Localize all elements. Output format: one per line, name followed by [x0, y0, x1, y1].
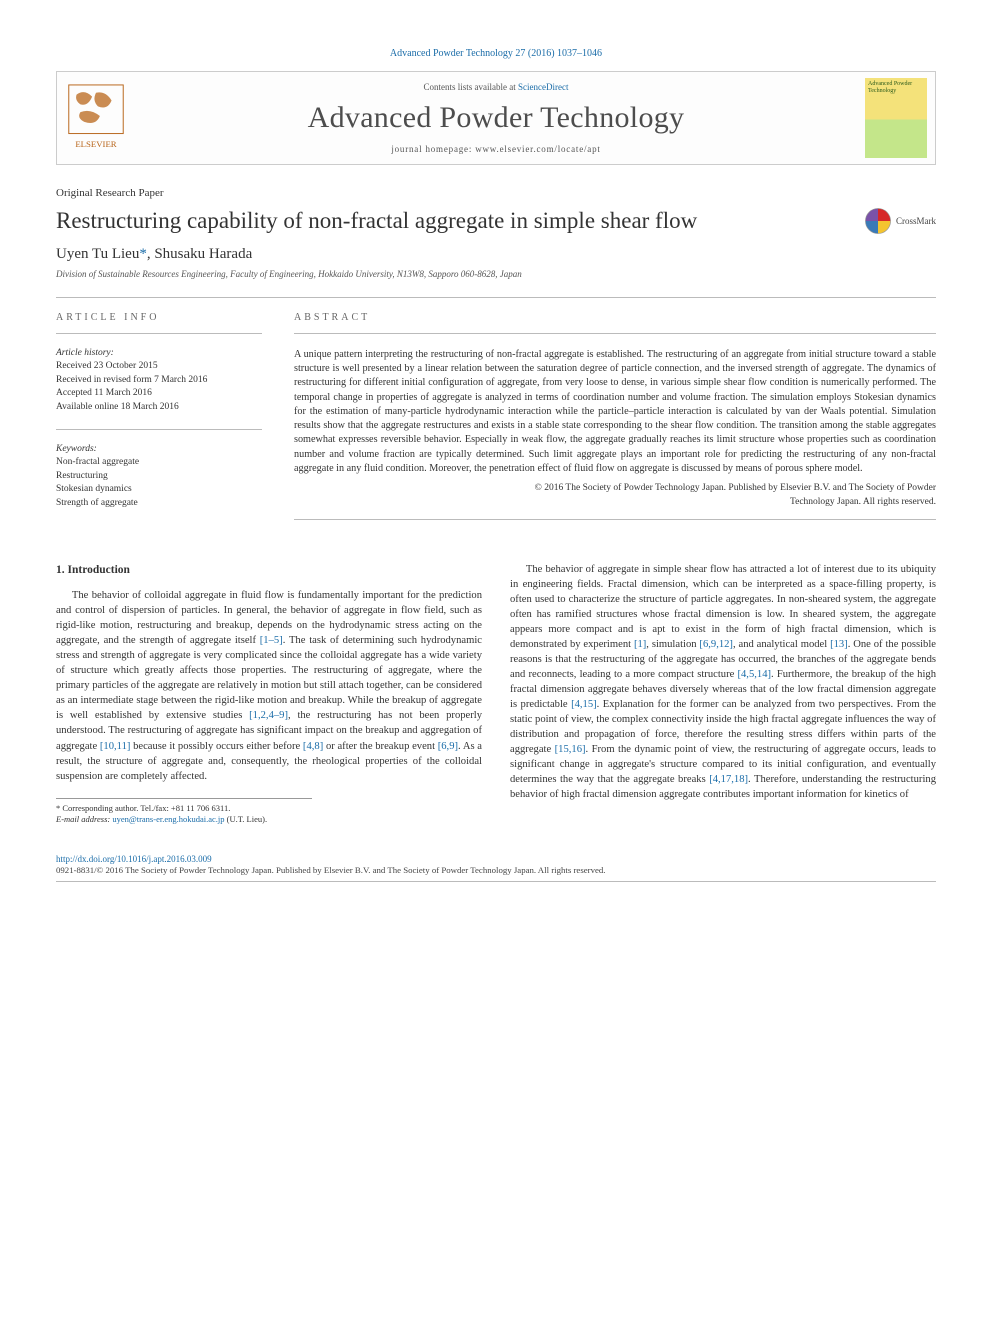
ref-link[interactable]: [6,9]: [438, 741, 458, 752]
journal-homepage: journal homepage: www.elsevier.com/locat…: [143, 144, 849, 154]
section-heading: 1. Introduction: [56, 562, 482, 578]
copyright: © 2016 The Society of Powder Technology …: [294, 482, 936, 509]
ref-link[interactable]: [1–5]: [260, 635, 283, 646]
article-title: Restructuring capability of non-fractal …: [56, 207, 864, 236]
svg-text:ELSEVIER: ELSEVIER: [75, 139, 116, 149]
keyword: Stokesian dynamics: [56, 483, 262, 497]
journal-name: Advanced Powder Technology: [143, 101, 849, 135]
citation-line: Advanced Powder Technology 27 (2016) 103…: [56, 48, 936, 59]
paper-type: Original Research Paper: [56, 187, 936, 199]
abstract-text: A unique pattern interpreting the restru…: [294, 348, 936, 477]
keyword: Non-fractal aggregate: [56, 456, 262, 470]
affiliation: Division of Sustainable Resources Engine…: [56, 269, 936, 279]
history-received: Received 23 October 2015: [56, 360, 262, 374]
doi-link[interactable]: http://dx.doi.org/10.1016/j.apt.2016.03.…: [56, 854, 936, 864]
info-label: ARTICLE INFO: [56, 312, 262, 323]
divider: [56, 881, 936, 882]
sciencedirect-link[interactable]: ScienceDirect: [518, 82, 568, 92]
body-paragraph: The behavior of colloidal aggregate in f…: [56, 588, 482, 783]
abstract: ABSTRACT A unique pattern interpreting t…: [294, 312, 936, 534]
history-accepted: Accepted 11 March 2016: [56, 387, 262, 401]
journal-header: ELSEVIER Contents lists available at Sci…: [56, 71, 936, 165]
ref-link[interactable]: [10,11]: [100, 741, 131, 752]
corresponding-mark: *: [139, 246, 147, 262]
body-paragraph: The behavior of aggregate in simple shea…: [510, 562, 936, 803]
ref-link[interactable]: [1]: [634, 639, 646, 650]
email-line: E-mail address: uyen@trans-er.eng.hokuda…: [56, 814, 312, 825]
history-online: Available online 18 March 2016: [56, 401, 262, 415]
ref-link[interactable]: [4,15]: [571, 699, 597, 710]
authors: Uyen Tu Lieu*, Shusaku Harada: [56, 246, 936, 263]
history-label: Article history:: [56, 348, 262, 358]
email-link[interactable]: uyen@trans-er.eng.hokudai.ac.jp: [112, 814, 224, 824]
keyword: Strength of aggregate: [56, 497, 262, 511]
crossmark-badge[interactable]: CrossMark: [864, 207, 936, 235]
divider: [56, 297, 936, 298]
ref-link[interactable]: [4,17,18]: [709, 774, 748, 785]
corr-author-note: * Corresponding author. Tel./fax: +81 11…: [56, 803, 312, 814]
ref-link[interactable]: [1,2,4–9]: [249, 710, 288, 721]
ref-link[interactable]: [13]: [830, 639, 848, 650]
footnote: * Corresponding author. Tel./fax: +81 11…: [56, 798, 312, 826]
abstract-label: ABSTRACT: [294, 312, 936, 323]
ref-link[interactable]: [4,8]: [303, 741, 323, 752]
ref-link[interactable]: [15,16]: [555, 744, 586, 755]
elsevier-logo: ELSEVIER: [57, 72, 135, 164]
ref-link[interactable]: [6,9,12]: [699, 639, 733, 650]
journal-cover-thumb: Advanced Powder Technology: [857, 72, 935, 164]
contents-available: Contents lists available at ScienceDirec…: [143, 82, 849, 92]
keyword: Restructuring: [56, 470, 262, 484]
issn-copyright: 0921-8831/© 2016 The Society of Powder T…: [56, 865, 936, 875]
history-revised: Received in revised form 7 March 2016: [56, 374, 262, 388]
ref-link[interactable]: [4,5,14]: [737, 669, 771, 680]
keywords-label: Keywords:: [56, 444, 262, 454]
article-info: ARTICLE INFO Article history: Received 2…: [56, 312, 262, 534]
